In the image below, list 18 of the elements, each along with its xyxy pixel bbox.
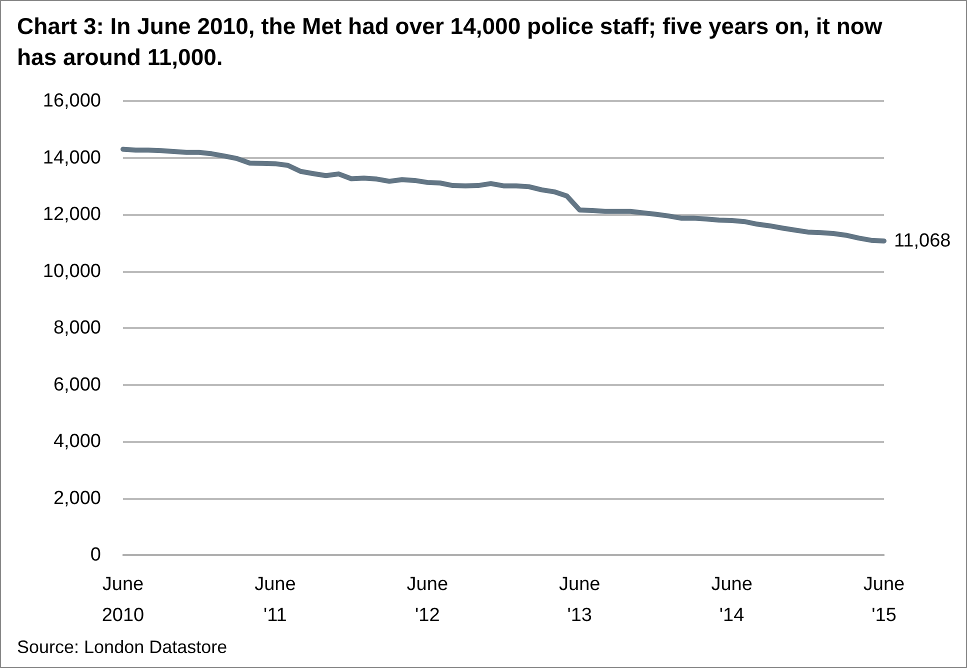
source-note: Source: London Datastore [17, 637, 228, 658]
y-tick-label: 14,000 [42, 147, 101, 168]
y-tick-label: 10,000 [42, 260, 101, 282]
y-tick-label: 0 [90, 544, 101, 566]
y-tick-label: 2,000 [53, 488, 101, 509]
y-tick-label: 12,000 [42, 204, 101, 225]
x-tick-label: June 2010 [102, 574, 144, 626]
x-tick-label: June '12 [406, 574, 448, 626]
y-tick-label: 4,000 [53, 431, 101, 452]
x-tick-label: June '14 [711, 574, 752, 626]
y-tick-label: 16,000 [42, 90, 101, 112]
x-tick-label: June '15 [863, 574, 905, 626]
y-tick-label: 8,000 [53, 318, 101, 338]
x-tick-label: June '13 [559, 574, 600, 626]
x-tick-label: June '11 [254, 574, 296, 626]
chart-title: Chart 3: In June 2010, the Met had over 14,000 police staff; five years on, it now has around 11,000. [17, 12, 884, 72]
y-tick-label: 6,000 [53, 374, 101, 396]
data-label: 11,068 [894, 230, 951, 252]
